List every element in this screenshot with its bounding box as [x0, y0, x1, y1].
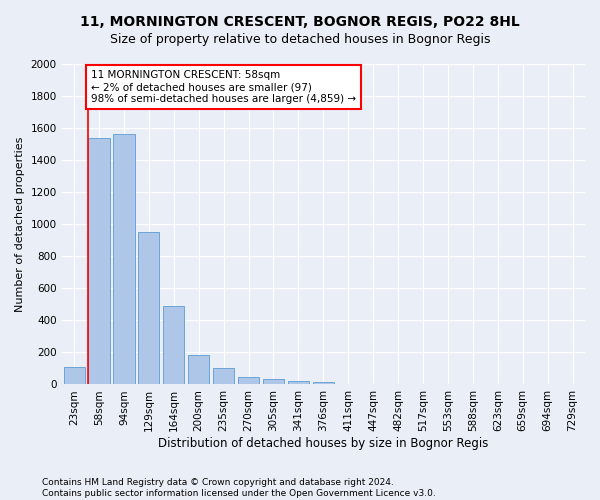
- Y-axis label: Number of detached properties: Number of detached properties: [15, 136, 25, 312]
- Text: Size of property relative to detached houses in Bognor Regis: Size of property relative to detached ho…: [110, 32, 490, 46]
- Bar: [313, 382, 334, 384]
- Text: Contains HM Land Registry data © Crown copyright and database right 2024.
Contai: Contains HM Land Registry data © Crown c…: [42, 478, 436, 498]
- Bar: [188, 355, 209, 384]
- Bar: [163, 306, 184, 384]
- Bar: [113, 134, 134, 384]
- Text: 11 MORNINGTON CRESCENT: 58sqm
← 2% of detached houses are smaller (97)
98% of se: 11 MORNINGTON CRESCENT: 58sqm ← 2% of de…: [91, 70, 356, 104]
- Bar: [88, 138, 110, 384]
- Bar: [238, 377, 259, 384]
- Bar: [288, 381, 309, 384]
- Bar: [64, 367, 85, 384]
- Text: 11, MORNINGTON CRESCENT, BOGNOR REGIS, PO22 8HL: 11, MORNINGTON CRESCENT, BOGNOR REGIS, P…: [80, 15, 520, 29]
- Bar: [213, 368, 234, 384]
- Bar: [138, 232, 160, 384]
- Bar: [263, 379, 284, 384]
- X-axis label: Distribution of detached houses by size in Bognor Regis: Distribution of detached houses by size …: [158, 437, 488, 450]
